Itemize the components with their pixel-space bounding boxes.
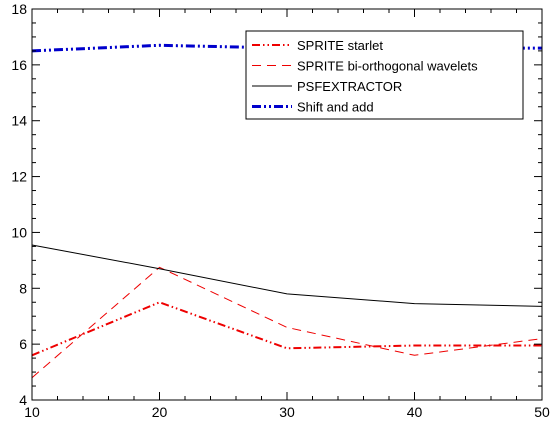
y-tick-label: 12 [11, 169, 27, 185]
y-tick-label: 4 [19, 392, 27, 408]
legend-label-0: SPRITE starlet [297, 38, 383, 53]
y-tick-label: 16 [11, 57, 27, 73]
axis-ticks: 10 20 30 40 50 4 6 8 10 12 14 16 18 [11, 1, 550, 420]
x-tick-label: 40 [407, 404, 423, 420]
x-tick-label: 10 [24, 404, 40, 420]
x-tick-label: 30 [279, 404, 295, 420]
x-tick-label: 20 [152, 404, 168, 420]
legend-label-1: SPRITE bi-orthogonal wavelets [297, 59, 478, 74]
x-tick-label: 50 [534, 404, 550, 420]
legend-entries: SPRITE starlet SPRITE bi-orthogonal wavel… [252, 38, 478, 115]
y-tick-label: 18 [11, 1, 27, 17]
legend-label-2: PSFEXTRACTOR [297, 79, 402, 94]
y-tick-label: 10 [11, 224, 27, 240]
legend-box [245, 30, 524, 120]
y-tick-label: 14 [11, 113, 27, 129]
series-line-2 [31, 244, 543, 307]
series-line-0 [31, 301, 542, 357]
y-tick-label: 6 [19, 336, 27, 352]
legend-label-3: Shift and add [297, 100, 374, 115]
legend: SPRITE starlet SPRITE bi-orthogonal wavel… [245, 30, 524, 120]
y-tick-label: 8 [19, 280, 27, 296]
series-line-1 [31, 266, 543, 379]
